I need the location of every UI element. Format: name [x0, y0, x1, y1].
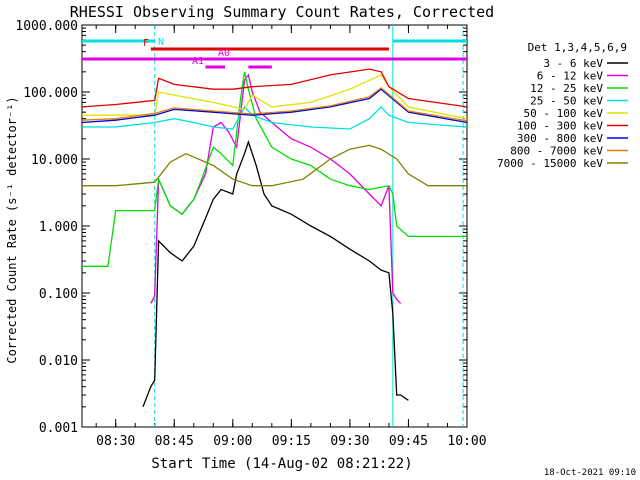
series-line-3-6keV	[142, 139, 409, 408]
legend-label: 25 - 50 keV	[530, 95, 603, 108]
flag-label-A0: A0	[218, 48, 230, 59]
flag-label-N: N	[158, 37, 164, 48]
x-tick-label: 08:30	[96, 434, 135, 449]
legend-label: 100 - 300 keV	[517, 120, 603, 133]
series-line-800-7000keV	[81, 87, 468, 122]
series-line-100-300keV	[81, 68, 468, 108]
x-axis-label: Start Time (14-Aug-02 08:21:22)	[151, 456, 412, 472]
y-tick-label: 1000.000	[15, 19, 78, 34]
x-tick-label: 09:15	[272, 434, 311, 449]
x-tick-label: 10:00	[447, 434, 486, 449]
y-axis-label: Corrected Count Rate (s⁻¹ detector⁻¹)	[5, 96, 19, 363]
flag-label-F: F	[143, 38, 149, 49]
legend-label: 3 - 6 keV	[543, 57, 603, 70]
series-line-7000-15000keV	[82, 144, 467, 187]
y-tick-label: 100.000	[23, 86, 78, 101]
y-tick-label: 0.100	[39, 287, 78, 302]
x-tick-label: 09:30	[330, 434, 369, 449]
legend-label: 50 - 100 keV	[524, 107, 604, 120]
y-tick-label: 1.000	[39, 220, 78, 235]
legend-label: 800 - 7000 keV	[510, 145, 603, 158]
series-line-12-25keV	[82, 71, 467, 267]
flag-label-A1: A1	[192, 56, 204, 67]
legend-label: 6 - 12 keV	[537, 70, 604, 83]
x-tick-label: 08:45	[155, 434, 194, 449]
y-tick-label: 0.001	[39, 421, 78, 436]
legend-label: 7000 - 15000 keV	[497, 157, 603, 170]
footer-timestamp: 18-Oct-2021 09:10	[544, 468, 636, 478]
legend-title: Det 1,3,4,5,6,9	[528, 41, 627, 54]
series-line-25-50keV	[82, 105, 468, 130]
x-tick-label: 09:00	[213, 434, 252, 449]
y-tick-label: 0.010	[39, 354, 78, 369]
y-tick-label: 10.000	[31, 153, 78, 168]
chart-title: RHESSI Observing Summary Count Rates, Co…	[70, 3, 494, 21]
legend-label: 300 - 800 keV	[517, 132, 603, 145]
series-line-300-800keV	[81, 88, 468, 124]
x-tick-label: 09:45	[389, 434, 428, 449]
legend-label: 12 - 25 keV	[530, 82, 603, 95]
